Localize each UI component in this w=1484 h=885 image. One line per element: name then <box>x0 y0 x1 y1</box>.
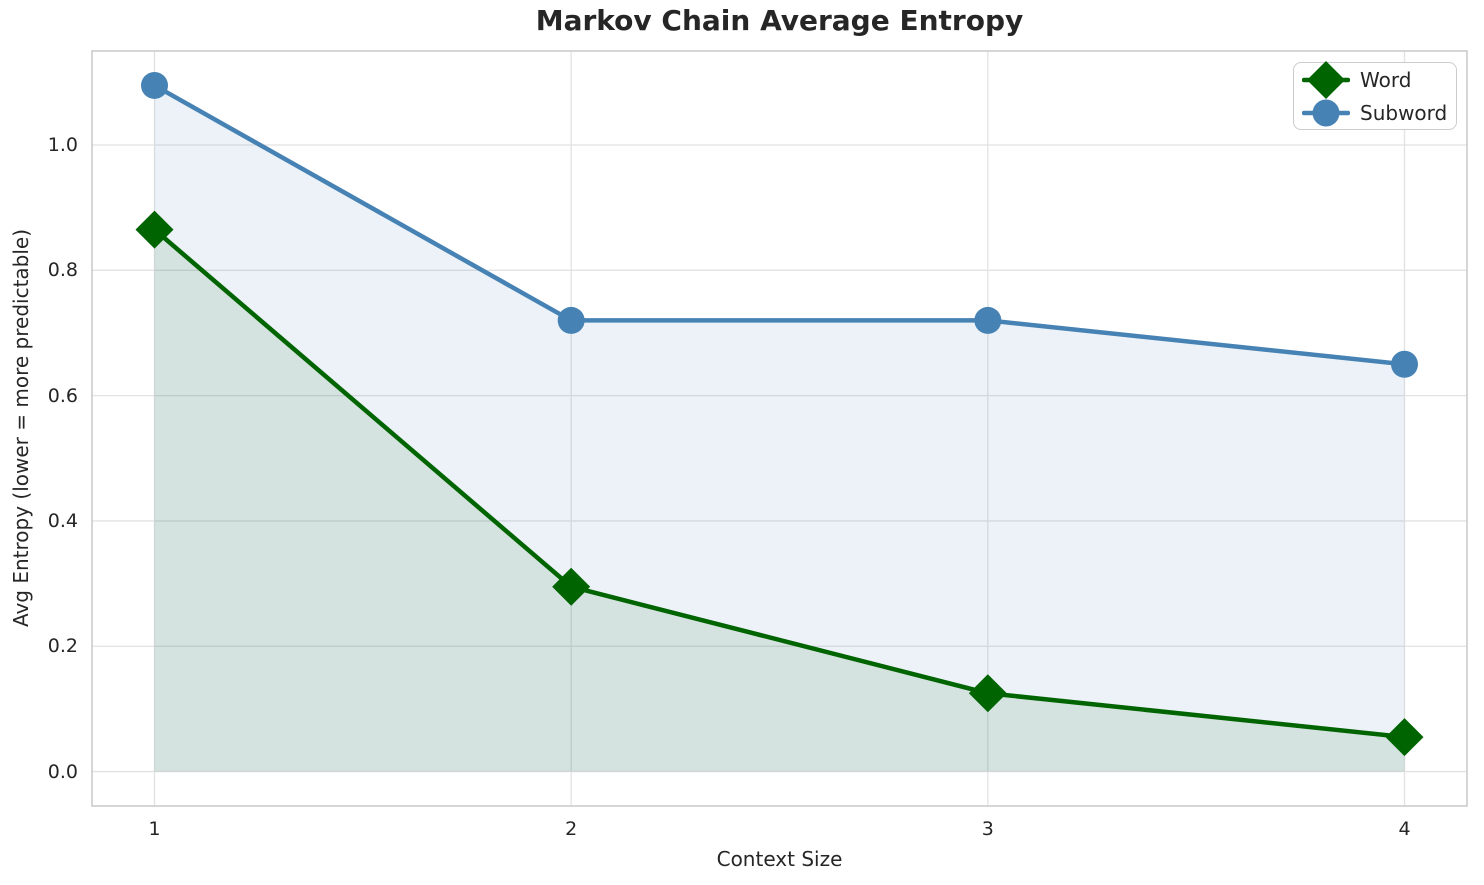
y-tick-label: 0.6 <box>47 384 78 407</box>
y-tick-label: 0.4 <box>47 509 78 532</box>
y-axis-label: Avg Entropy (lower = more predictable) <box>9 228 33 628</box>
legend-label-word: Word <box>1360 67 1412 92</box>
plot-border <box>91 50 1468 807</box>
marker-subword <box>557 306 585 334</box>
chart-title: Markov Chain Average Entropy <box>535 4 1024 37</box>
y-tick-label: 0.0 <box>47 760 78 783</box>
legend-item-word: Word <box>1302 60 1448 99</box>
x-tick-label: 4 <box>1398 818 1411 840</box>
marker-subword <box>974 306 1002 334</box>
legend-diamond-icon <box>1302 60 1350 99</box>
y-tick-label: 1.0 <box>47 133 78 156</box>
marker-subword <box>141 71 168 99</box>
legend-label-subword: Subword <box>1360 100 1448 125</box>
marker-word <box>552 567 591 606</box>
x-tick-label: 2 <box>565 818 578 840</box>
area-subword <box>154 85 1405 772</box>
legend-marker-word <box>1307 60 1345 99</box>
marker-word <box>135 210 174 249</box>
y-tick-label: 0.8 <box>47 259 78 282</box>
legend-marker-subword <box>1312 99 1340 126</box>
marker-subword <box>1391 350 1418 378</box>
legend-circle-icon <box>1302 99 1350 126</box>
marker-word <box>968 674 1007 713</box>
y-tick-label: 0.2 <box>47 635 78 658</box>
x-tick-label: 3 <box>981 818 994 840</box>
x-axis-label: Context Size <box>716 847 843 871</box>
legend-item-subword: Subword <box>1302 96 1448 129</box>
line-subword <box>152 83 1407 367</box>
legend: Word Subword <box>1293 60 1457 130</box>
x-tick-label: 1 <box>148 818 161 840</box>
marker-word <box>1385 718 1424 757</box>
area-word <box>154 229 1405 772</box>
line-word <box>152 227 1407 740</box>
